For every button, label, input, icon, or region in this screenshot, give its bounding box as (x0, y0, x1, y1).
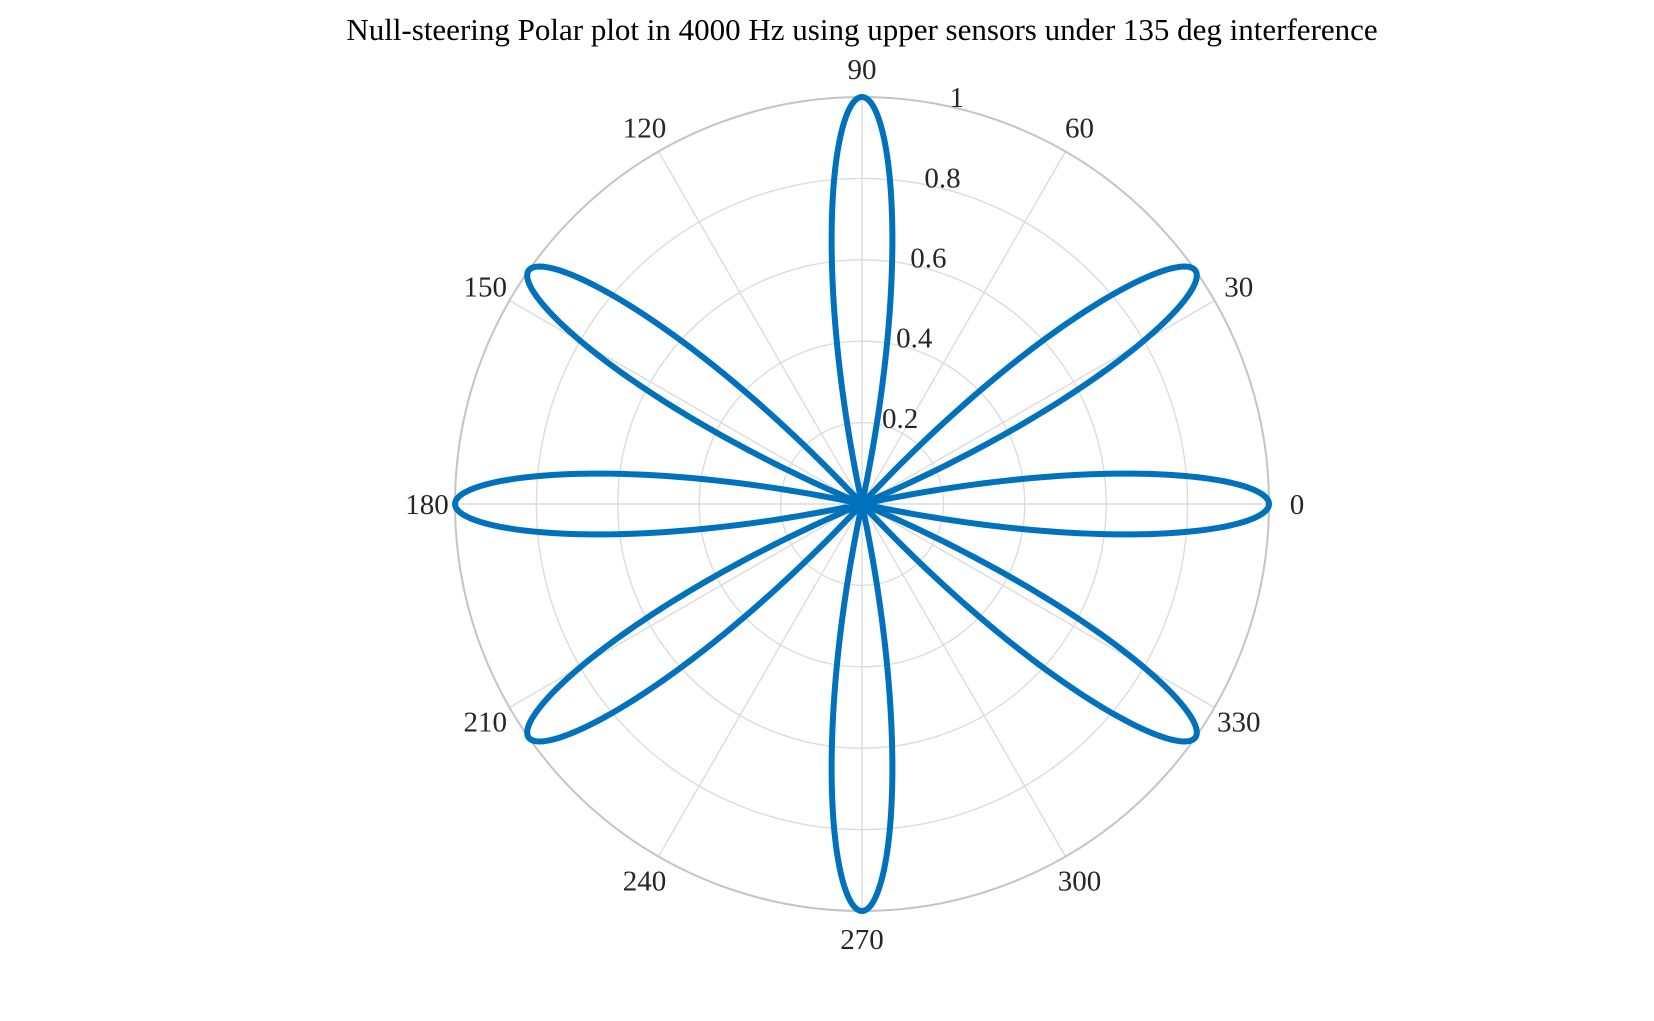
r-gridline-0.6 (617, 259, 1107, 749)
theta-tick-label-0: 0 (1290, 489, 1305, 521)
r-gridline-0.8 (535, 177, 1189, 831)
r-tick-label-0.6: 0.6 (910, 243, 946, 275)
series-lobe-325 (859, 501, 1200, 745)
r-gridline-0.2 (779, 421, 945, 587)
theta-tick-label-240: 240 (623, 866, 667, 898)
theta-tick-label-150: 150 (464, 272, 508, 304)
theta-tick-label-60: 60 (1065, 112, 1094, 144)
series-lobe-180 (452, 470, 863, 538)
theta-gridline-240 (657, 503, 863, 857)
series-lobe-35 (859, 263, 1200, 507)
r-tick-label-1: 1 (949, 82, 964, 114)
series-lobe-90 (828, 94, 896, 505)
theta-gridline-210 (509, 503, 863, 709)
theta-gridline-300 (861, 503, 1067, 857)
theta-gridline-60 (861, 151, 1067, 505)
chart-title: Null-steering Polar plot in 4000 Hz usin… (346, 12, 1377, 47)
series-lobe-270 (828, 503, 896, 914)
r-tick-label-0.8: 0.8 (924, 162, 960, 194)
tick-labels: 0 30 60 90 120 150 180 210 240 270 300 330 0.2 0.4 0.6… (405, 54, 1304, 956)
theta-tick-label-210: 210 (464, 707, 508, 739)
series-lobe-0 (861, 470, 1272, 538)
theta-tick-label-90: 90 (848, 54, 877, 86)
theta-gridline-150 (509, 299, 863, 505)
theta-gridline-330 (861, 503, 1215, 709)
theta-tick-label-120: 120 (623, 112, 667, 144)
r-tick-label-0.2: 0.2 (882, 403, 918, 435)
theta-tick-label-300: 300 (1058, 866, 1102, 898)
theta-tick-label-180: 180 (405, 489, 449, 521)
series-lobe-215 (524, 501, 865, 745)
theta-gridline-120 (657, 151, 863, 505)
theta-tick-label-330: 330 (1217, 707, 1261, 739)
theta-gridline-30 (861, 299, 1215, 505)
theta-tick-label-30: 30 (1224, 272, 1253, 304)
r-tick-label-0.4: 0.4 (896, 323, 933, 355)
series-lobe-145 (524, 263, 865, 507)
series-layer (452, 94, 1272, 914)
r-gridline-0.4 (698, 340, 1026, 668)
theta-tick-label-270: 270 (840, 924, 884, 956)
